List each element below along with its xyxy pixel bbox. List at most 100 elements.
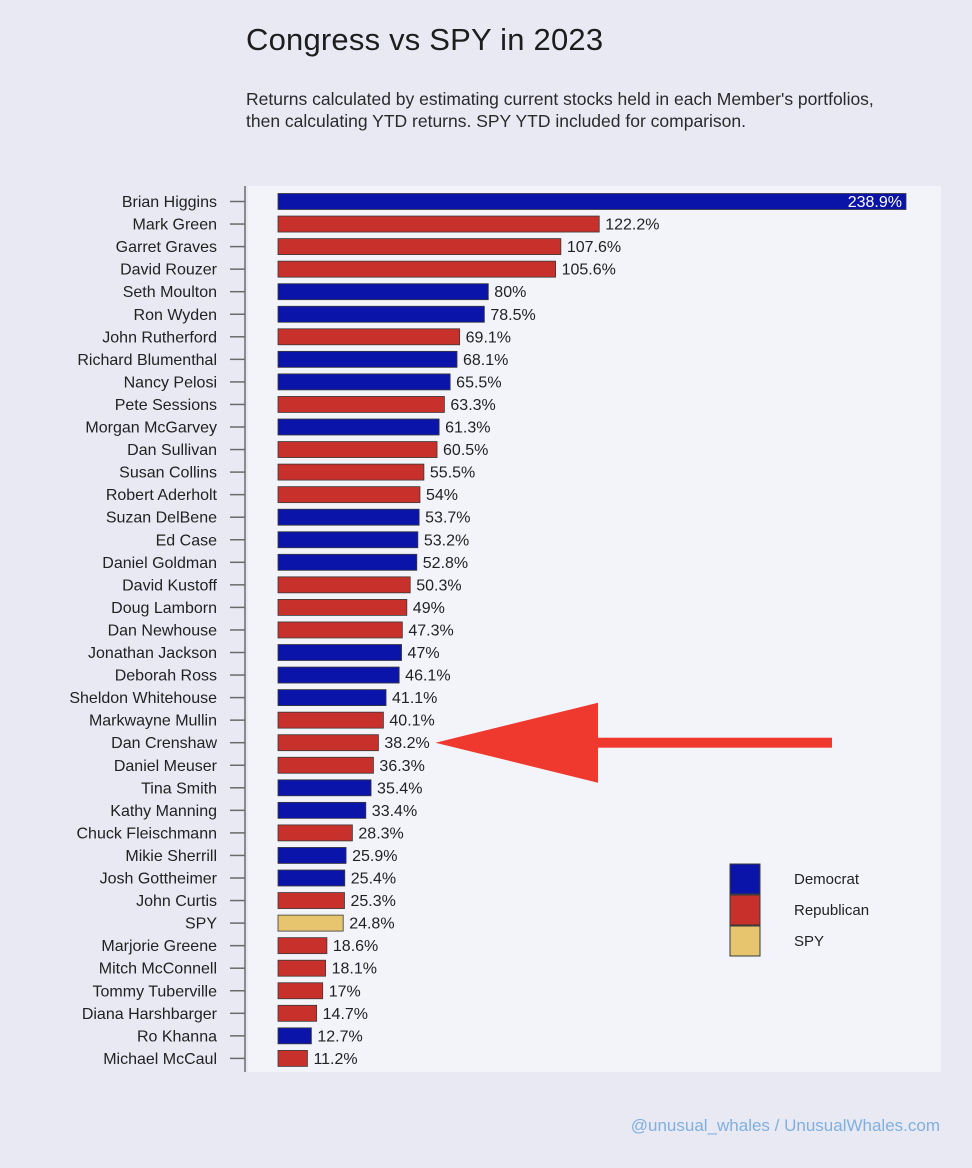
value-label: 61.3% — [445, 420, 490, 437]
value-label: 105.6% — [562, 262, 616, 279]
bars-group: Brian Higgins 238.9% Mark Green 122.2% Garre… — [69, 193, 907, 1068]
category-label: Jonathan Jackson — [88, 645, 217, 662]
value-label: 38.2% — [384, 735, 429, 752]
value-label: 52.8% — [423, 555, 468, 572]
category-label: Garret Graves — [116, 239, 217, 256]
category-label: Dan Sullivan — [127, 442, 217, 459]
bar — [277, 373, 451, 391]
category-label: Ed Case — [156, 532, 217, 549]
bar — [277, 508, 420, 526]
bar — [277, 711, 384, 729]
bar — [277, 892, 345, 909]
value-label: 47% — [408, 645, 440, 662]
bar — [277, 328, 461, 346]
bar — [277, 1027, 312, 1045]
category-label: SPY — [185, 916, 217, 933]
category-label: Ron Wyden — [134, 307, 217, 324]
bar — [277, 756, 374, 774]
category-label: Pete Sessions — [115, 397, 217, 414]
value-label: 49% — [413, 600, 445, 617]
bar — [277, 1004, 318, 1022]
value-label: 65.5% — [456, 374, 501, 391]
category-label: John Curtis — [136, 893, 217, 910]
category-label: Doug Lamborn — [111, 600, 217, 617]
bar — [277, 531, 419, 549]
value-label: 46.1% — [405, 668, 450, 685]
legend-label: SPY — [794, 933, 824, 950]
bar — [277, 689, 387, 706]
category-label: Brian Higgins — [122, 194, 217, 211]
category-label: David Kustoff — [122, 577, 217, 594]
value-label: 55.5% — [430, 465, 475, 482]
category-label: David Rouzer — [120, 262, 218, 279]
category-label: John Rutherford — [102, 329, 217, 346]
value-label: 238.9% — [848, 194, 902, 211]
value-label: 54% — [426, 487, 458, 504]
bar — [277, 847, 347, 864]
value-label: 35.4% — [377, 780, 422, 797]
value-label: 33.4% — [372, 803, 417, 820]
value-label: 80% — [494, 284, 526, 301]
bar — [277, 937, 328, 955]
value-label: 18.6% — [333, 938, 378, 955]
value-label: 47.3% — [408, 622, 453, 639]
chart-title: Congress vs SPY in 2023 — [246, 22, 604, 57]
category-label: Marjorie Greene — [101, 938, 217, 955]
category-label: Markwayne Mullin — [89, 713, 217, 730]
category-label: Dan Crenshaw — [111, 735, 217, 752]
bar — [277, 801, 367, 819]
bar — [277, 486, 421, 504]
bar — [277, 418, 440, 436]
category-label: Tina Smith — [141, 780, 217, 797]
bar — [277, 869, 346, 887]
bar — [277, 215, 600, 233]
category-label: Tommy Tuberville — [93, 983, 218, 1000]
arrow-head — [435, 702, 598, 783]
bar — [277, 734, 379, 752]
legend-swatch — [729, 925, 761, 957]
category-label: Mitch McConnell — [99, 961, 217, 978]
value-label: 40.1% — [389, 713, 434, 730]
value-label: 25.9% — [352, 848, 397, 865]
bar — [277, 238, 562, 256]
bar — [277, 982, 324, 1000]
category-label: Michael McCaul — [103, 1051, 217, 1068]
value-label: 24.8% — [349, 916, 394, 933]
legend-label: Democrat — [794, 871, 860, 888]
bar — [277, 441, 438, 458]
value-label: 69.1% — [466, 329, 511, 346]
watermark: @unusual_whales / UnusualWhales.com — [630, 1116, 940, 1135]
chart-subtitle: Returns calculated by estimating current… — [246, 89, 874, 131]
category-label: Mikie Sherrill — [125, 848, 217, 865]
bar — [277, 396, 445, 413]
category-label: Chuck Fleischmann — [77, 825, 218, 842]
category-label: Deborah Ross — [115, 668, 217, 685]
value-label: 63.3% — [450, 397, 495, 414]
category-label: Sheldon Whitehouse — [69, 690, 217, 707]
value-label: 25.3% — [351, 893, 396, 910]
bar — [277, 463, 425, 481]
value-label: 53.2% — [424, 532, 469, 549]
category-label: Kathy Manning — [110, 803, 217, 820]
value-label: 122.2% — [605, 217, 659, 234]
value-label: 14.7% — [323, 1006, 368, 1023]
bar — [277, 644, 402, 661]
category-label: Richard Blumenthal — [77, 352, 217, 369]
category-label: Mark Green — [133, 217, 217, 234]
category-label: Josh Gottheimer — [100, 871, 218, 888]
value-label: 18.1% — [332, 961, 377, 978]
category-label: Daniel Meuser — [114, 758, 218, 775]
legend-label: Republican — [794, 902, 869, 919]
category-label: Daniel Goldman — [102, 555, 217, 572]
value-label: 50.3% — [416, 577, 461, 594]
bar — [277, 914, 344, 932]
value-label: 60.5% — [443, 442, 488, 459]
bar — [277, 305, 485, 323]
bar — [277, 350, 458, 368]
value-label: 25.4% — [351, 871, 396, 888]
bar — [277, 779, 372, 797]
category-label: Ro Khanna — [137, 1028, 217, 1045]
bar — [277, 621, 403, 639]
category-label: Diana Harshbarger — [82, 1006, 218, 1023]
